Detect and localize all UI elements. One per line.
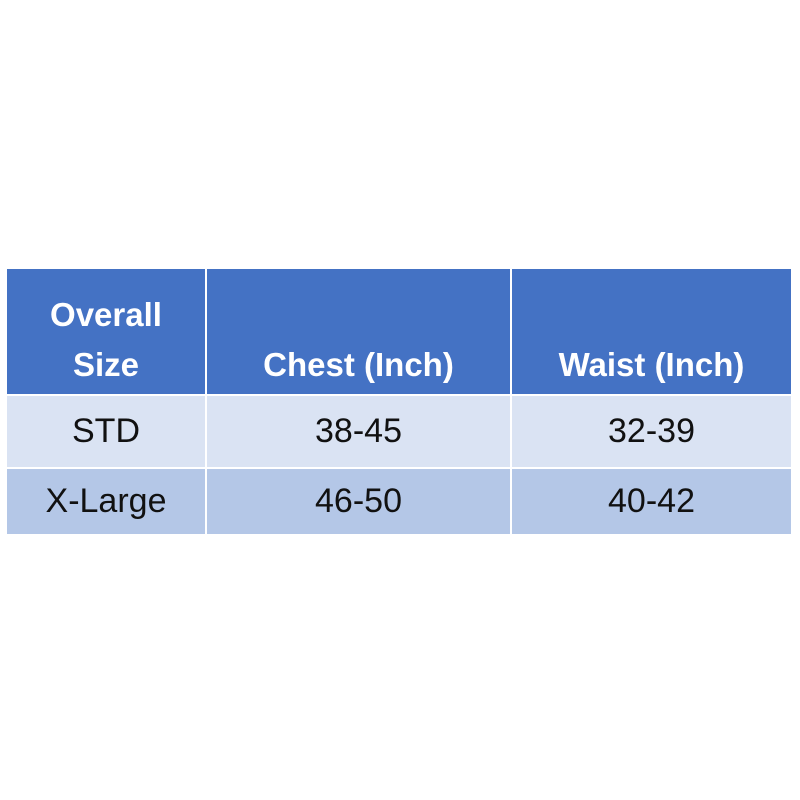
header-cell: Overall Size (5, 267, 207, 396)
table-row: STD 38-45 32-39 (5, 394, 793, 469)
table-cell: 32-39 (510, 394, 793, 469)
header-row: Overall Size Chest (Inch) Waist (Inch) (5, 267, 793, 396)
header-text: Overall Size (50, 296, 162, 383)
header-cell: Chest (Inch) (205, 267, 512, 396)
table-row: X-Large 46-50 40-42 (5, 467, 793, 536)
table-cell: 38-45 (205, 394, 512, 469)
size-table: Overall Size Chest (Inch) Waist (Inch) S… (5, 267, 793, 536)
table-cell: 40-42 (510, 467, 793, 536)
table-cell: X-Large (5, 467, 207, 536)
header-cell: Waist (Inch) (510, 267, 793, 396)
table-cell: 46-50 (205, 467, 512, 536)
table-cell: STD (5, 394, 207, 469)
